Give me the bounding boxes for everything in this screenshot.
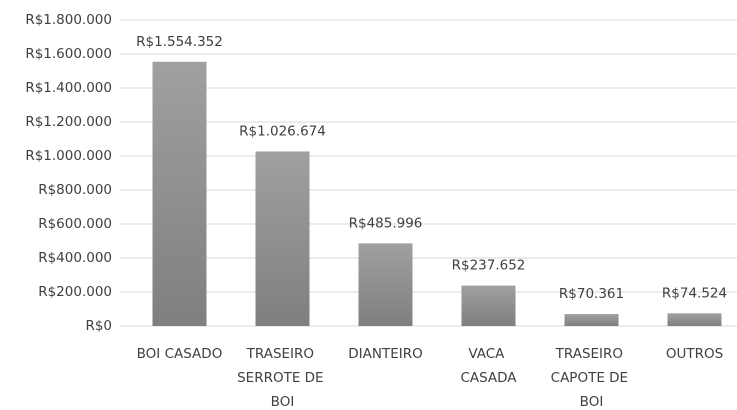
x-tick-label: VACA CASADA: [460, 346, 517, 386]
y-tick-label: R$600.000: [38, 216, 112, 232]
data-label: R$70.361: [559, 286, 624, 302]
y-tick-label: R$0: [85, 318, 112, 334]
data-label: R$1.554.352: [136, 34, 223, 50]
x-tick-label: TRASEIRO SERROTE DE BOI: [237, 346, 328, 410]
y-tick-label: R$1.600.000: [25, 46, 112, 62]
y-tick-label: R$1.200.000: [25, 114, 112, 130]
data-label: R$1.026.674: [239, 123, 326, 139]
x-tick-label: BOI CASADO: [137, 346, 223, 362]
bar: [358, 243, 413, 326]
bar: [564, 314, 619, 326]
y-tick-label: R$200.000: [38, 284, 112, 300]
x-tick-label: DIANTEIRO: [348, 346, 422, 362]
y-tick-label: R$800.000: [38, 182, 112, 198]
data-label: R$237.652: [452, 258, 526, 274]
x-tick-label: OUTROS: [666, 346, 723, 362]
data-label: R$74.524: [662, 285, 727, 301]
bar: [461, 285, 516, 326]
y-tick-label: R$400.000: [38, 250, 112, 266]
y-tick-label: R$1.800.000: [25, 12, 112, 28]
y-tick-label: R$1.000.000: [25, 148, 112, 164]
bar: [255, 151, 310, 326]
data-label: R$485.996: [349, 215, 423, 231]
x-tick-label: TRASEIRO CAPOTE DE BOI: [551, 346, 633, 410]
bar: [667, 313, 722, 326]
y-tick-label: R$1.400.000: [25, 80, 112, 96]
bar: [152, 61, 207, 326]
